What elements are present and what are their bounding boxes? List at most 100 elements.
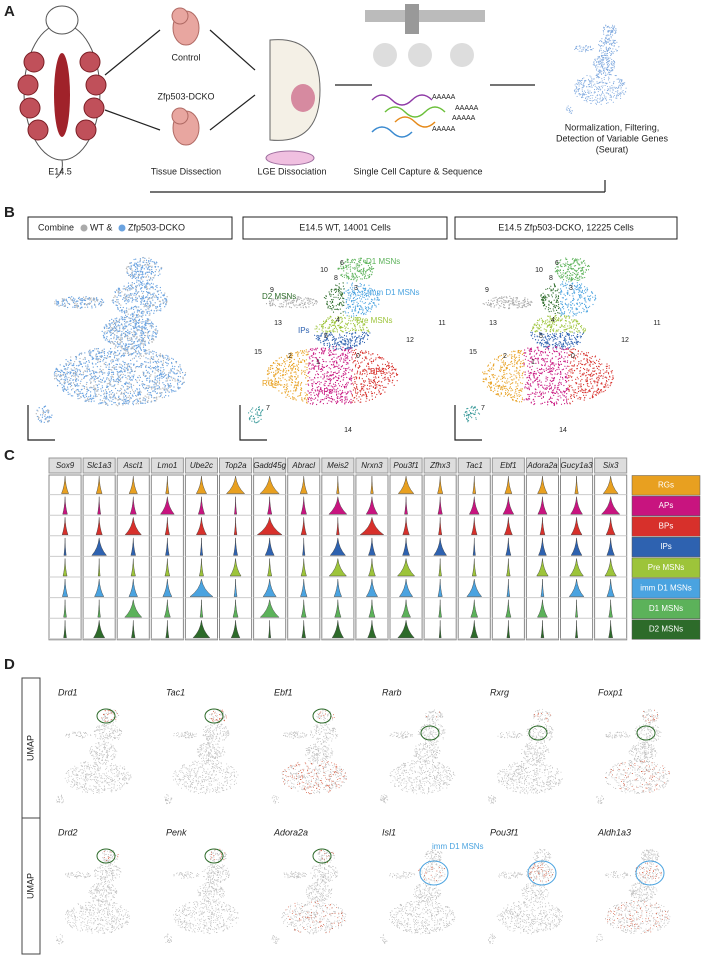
violin-column	[525, 474, 560, 641]
violin	[506, 558, 511, 577]
violin	[233, 517, 238, 535]
cell-type-box	[631, 557, 701, 578]
violin	[570, 537, 583, 556]
violin	[568, 579, 585, 597]
cluster-number: 15	[254, 349, 262, 356]
gene-name: Gadd45g	[253, 461, 286, 470]
umap-cells	[337, 257, 375, 282]
gene-name: Gucy1a3	[561, 461, 594, 470]
violin	[230, 620, 241, 638]
umap-orientation-arrows	[27, 405, 482, 441]
violin	[604, 558, 617, 577]
legend-dot	[80, 224, 88, 232]
gene-header	[287, 457, 321, 474]
legend-dot	[118, 224, 126, 232]
violin	[300, 558, 307, 577]
umap-cells	[323, 282, 345, 314]
umap-cells	[565, 24, 627, 115]
cluster-number: 0	[356, 353, 360, 360]
umap-cells	[528, 863, 554, 883]
cell-type: BPs	[659, 522, 674, 531]
violin	[469, 496, 480, 515]
violin	[128, 476, 138, 494]
umap-cells	[487, 848, 563, 944]
umap-cells	[379, 709, 456, 804]
label: Tissue Dissection	[151, 166, 221, 176]
violin	[199, 537, 204, 556]
violin	[93, 620, 106, 638]
gene-header	[82, 457, 116, 474]
violin	[472, 476, 477, 494]
violin	[129, 496, 137, 515]
umap-cells	[530, 331, 585, 350]
gene-name: Penk	[166, 827, 187, 837]
gene-name: Ascl1	[122, 461, 143, 470]
violin	[402, 517, 410, 535]
label: Zfp503-DCKO	[157, 91, 214, 101]
mouse-illustration	[17, 5, 107, 179]
cluster-number: 9	[270, 287, 274, 294]
violin	[300, 517, 307, 535]
violin	[569, 558, 584, 577]
cluster-number: 8	[334, 275, 338, 282]
capture-illustration	[365, 4, 485, 138]
cluster-number: 15	[469, 349, 477, 356]
label: E14.5 WT, 14001 Cells	[299, 222, 391, 232]
violin	[537, 496, 548, 515]
cluster-number: 1	[316, 359, 320, 366]
violin	[397, 476, 415, 494]
umap-cells	[540, 283, 560, 315]
violin	[397, 620, 415, 638]
violin	[538, 537, 547, 556]
panel-label: C	[4, 447, 15, 464]
violin	[438, 558, 442, 577]
violin	[95, 476, 103, 494]
gene-header	[321, 457, 355, 474]
violin	[97, 496, 101, 515]
label: Normalization, Filtering,	[565, 122, 660, 132]
gene-name: Top2a	[225, 461, 248, 470]
umap-label-boxes	[21, 677, 41, 955]
violin	[331, 620, 344, 638]
violin	[506, 579, 511, 597]
cluster-outline	[96, 708, 116, 724]
violin-column	[116, 474, 150, 641]
cell-type-box	[631, 516, 701, 537]
umap-cells	[164, 709, 239, 805]
violin	[537, 476, 548, 494]
violin	[438, 620, 442, 638]
violin	[329, 537, 346, 556]
gene-header	[184, 457, 218, 474]
gene-name: Foxp1	[598, 687, 623, 697]
violin	[606, 579, 615, 597]
label: Combine	[38, 222, 74, 232]
gene-header	[594, 457, 628, 474]
cluster-number: 6	[340, 260, 344, 267]
violin-column	[594, 474, 628, 641]
violin	[164, 558, 171, 577]
violin-column	[253, 474, 287, 641]
gene-name: Slc1a3	[87, 461, 112, 470]
umap-cells	[282, 709, 347, 795]
gene-name: Pou3f1	[490, 827, 519, 837]
violin	[602, 476, 619, 494]
cluster-outline	[312, 708, 332, 724]
violin	[229, 558, 242, 577]
violin	[262, 579, 277, 597]
violin	[267, 558, 273, 577]
violin	[367, 620, 377, 638]
violin	[62, 496, 68, 515]
cluster-outline	[419, 860, 449, 886]
violin	[471, 558, 477, 577]
violin	[165, 537, 170, 556]
umap-cells	[488, 708, 563, 804]
gene-name: Drd1	[58, 687, 78, 697]
violin	[97, 599, 101, 618]
umap-cells	[605, 862, 669, 933]
cell-type: IPs	[660, 542, 672, 551]
violin	[370, 476, 374, 494]
violin	[570, 496, 583, 515]
violin	[437, 476, 444, 494]
umap-cells	[210, 708, 227, 724]
cluster-number: 3	[569, 285, 573, 292]
